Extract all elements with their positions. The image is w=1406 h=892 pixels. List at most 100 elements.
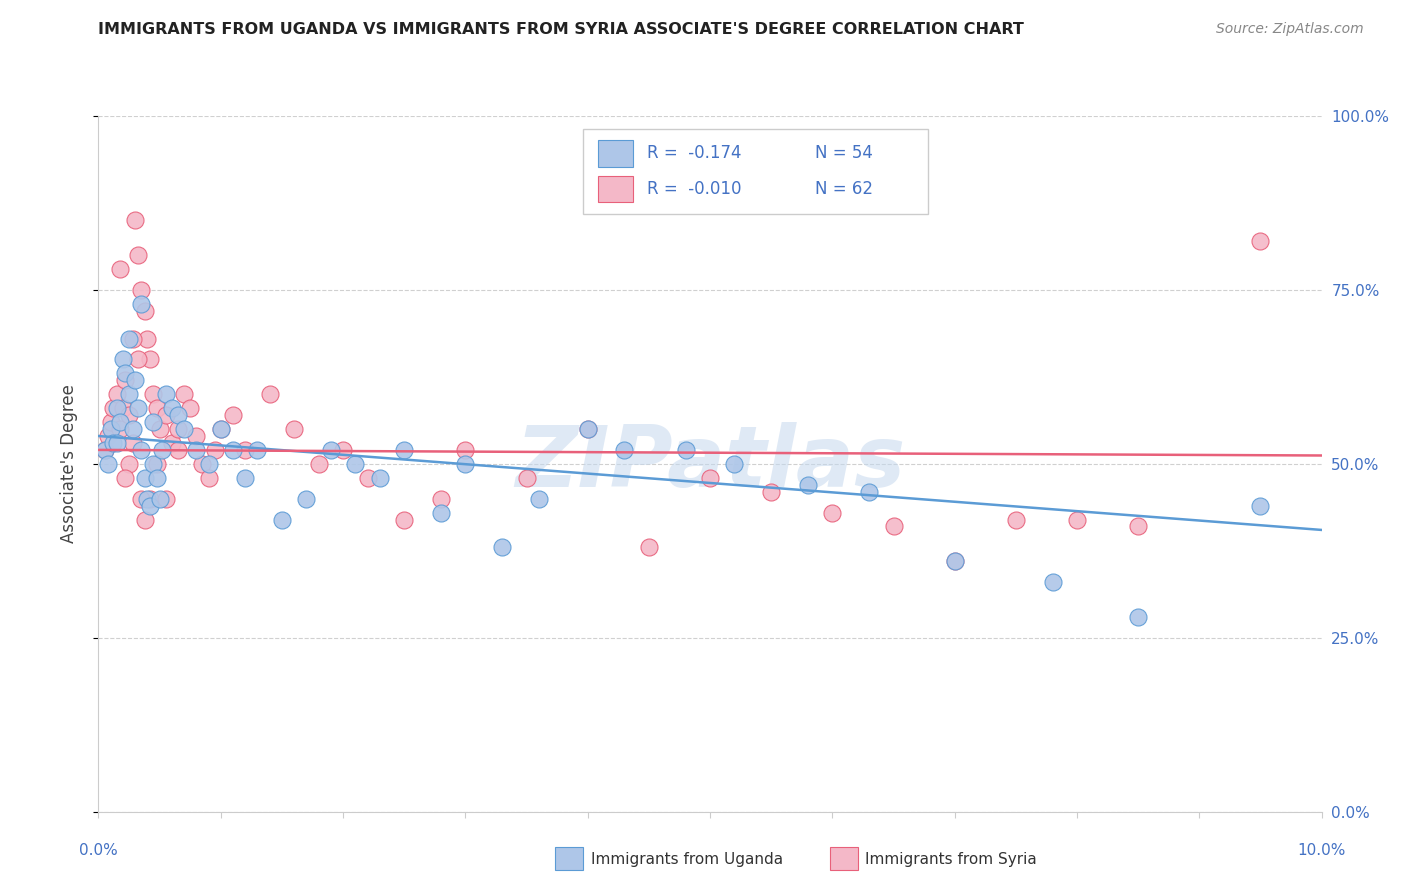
Point bbox=[675, 442, 697, 457]
Point bbox=[527, 491, 550, 506]
Text: N = 54: N = 54 bbox=[815, 145, 873, 162]
Text: ZIPatlas: ZIPatlas bbox=[515, 422, 905, 506]
Point bbox=[761, 484, 783, 499]
Point bbox=[167, 408, 190, 422]
Point bbox=[146, 471, 169, 485]
Point bbox=[101, 436, 124, 450]
Text: R =  -0.010: R = -0.010 bbox=[647, 180, 741, 198]
Y-axis label: Associate's Degree: Associate's Degree bbox=[59, 384, 77, 543]
Point bbox=[111, 401, 134, 416]
Point bbox=[1250, 234, 1272, 248]
Point bbox=[100, 415, 122, 429]
Point bbox=[613, 442, 636, 457]
Text: R =  -0.174: R = -0.174 bbox=[647, 145, 741, 162]
Point bbox=[246, 442, 269, 457]
Point bbox=[110, 262, 132, 277]
Point bbox=[118, 332, 141, 346]
Point bbox=[797, 477, 820, 491]
Point bbox=[118, 408, 141, 422]
Point bbox=[97, 429, 120, 443]
Point bbox=[139, 491, 162, 506]
Point bbox=[430, 491, 453, 506]
Point bbox=[100, 422, 122, 436]
Text: Immigrants from Uganda: Immigrants from Uganda bbox=[591, 852, 783, 867]
Point bbox=[1128, 610, 1150, 624]
Point bbox=[139, 499, 162, 513]
Point bbox=[146, 401, 169, 416]
Point bbox=[191, 457, 214, 471]
Point bbox=[160, 436, 183, 450]
Point bbox=[142, 387, 165, 401]
Point bbox=[516, 471, 538, 485]
Point bbox=[124, 373, 146, 387]
Point bbox=[454, 457, 477, 471]
Point bbox=[1004, 512, 1026, 526]
Point bbox=[295, 491, 318, 506]
Point bbox=[149, 422, 172, 436]
Point bbox=[134, 512, 156, 526]
Point bbox=[233, 471, 256, 485]
Point bbox=[430, 506, 453, 520]
Point bbox=[142, 457, 165, 471]
Point bbox=[127, 248, 149, 262]
Point bbox=[1250, 499, 1272, 513]
Point bbox=[222, 408, 245, 422]
Point bbox=[186, 429, 208, 443]
Point bbox=[699, 471, 721, 485]
Point bbox=[127, 352, 149, 367]
Point bbox=[638, 541, 661, 555]
Point bbox=[111, 352, 134, 367]
Point bbox=[93, 442, 115, 457]
Point bbox=[576, 422, 599, 436]
Point bbox=[308, 457, 330, 471]
Point bbox=[392, 442, 416, 457]
Point bbox=[134, 303, 156, 318]
Point bbox=[270, 512, 294, 526]
Point bbox=[209, 422, 232, 436]
Point bbox=[943, 554, 966, 568]
Point bbox=[118, 387, 141, 401]
Point bbox=[167, 422, 190, 436]
Point bbox=[136, 491, 159, 506]
Point bbox=[368, 471, 391, 485]
Point bbox=[127, 401, 149, 416]
Point bbox=[105, 387, 128, 401]
Point bbox=[129, 491, 152, 506]
Point bbox=[344, 457, 367, 471]
Point bbox=[283, 422, 305, 436]
Point bbox=[179, 401, 201, 416]
Text: Immigrants from Syria: Immigrants from Syria bbox=[865, 852, 1036, 867]
Point bbox=[204, 442, 226, 457]
Point bbox=[114, 367, 136, 381]
Point bbox=[392, 512, 416, 526]
Point bbox=[114, 471, 136, 485]
Point bbox=[129, 283, 152, 297]
Point bbox=[319, 442, 342, 457]
Point bbox=[332, 442, 354, 457]
Point bbox=[186, 442, 208, 457]
Point bbox=[883, 519, 905, 533]
Point bbox=[155, 408, 177, 422]
Point bbox=[110, 415, 132, 429]
Point bbox=[1066, 512, 1088, 526]
Point bbox=[139, 352, 162, 367]
Point bbox=[149, 491, 172, 506]
Point bbox=[233, 442, 256, 457]
Point bbox=[356, 471, 378, 485]
Text: 10.0%: 10.0% bbox=[1298, 843, 1346, 858]
Point bbox=[105, 401, 128, 416]
Point bbox=[110, 422, 132, 436]
Point bbox=[150, 442, 173, 457]
Point bbox=[134, 471, 156, 485]
Point bbox=[1042, 575, 1064, 590]
Point bbox=[1128, 519, 1150, 533]
Text: Source: ZipAtlas.com: Source: ZipAtlas.com bbox=[1216, 22, 1364, 37]
Point bbox=[167, 442, 190, 457]
Point bbox=[160, 401, 183, 416]
Point bbox=[97, 457, 120, 471]
Point bbox=[259, 387, 281, 401]
Point bbox=[114, 373, 136, 387]
Point bbox=[142, 415, 165, 429]
Point bbox=[121, 436, 143, 450]
Point bbox=[491, 541, 513, 555]
